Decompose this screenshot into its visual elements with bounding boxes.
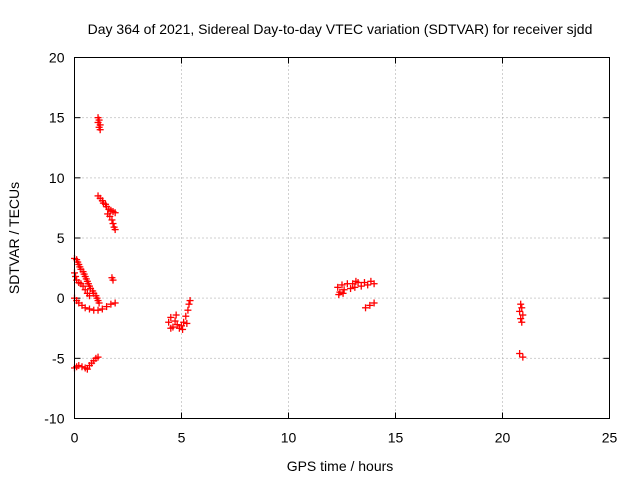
data-point (94, 353, 102, 361)
data-point (347, 285, 355, 293)
data-point (167, 324, 175, 332)
data-point (351, 283, 359, 291)
data-point (364, 281, 372, 289)
data-point (186, 297, 194, 305)
data-point (179, 325, 187, 333)
data-point (516, 307, 524, 315)
data-point (108, 216, 116, 224)
data-point (81, 304, 89, 312)
data-point (85, 292, 93, 300)
data-point (111, 226, 119, 234)
data-point (370, 299, 378, 307)
x-tick-label: 5 (178, 430, 186, 446)
data-point (370, 280, 378, 288)
data-point (78, 363, 86, 371)
y-tick-label: 15 (49, 110, 65, 126)
data-point (339, 289, 347, 297)
data-point (111, 209, 119, 217)
x-axis-label: GPS time / hours (287, 458, 394, 474)
data-point (171, 317, 179, 325)
data-point (72, 273, 80, 281)
data-point (98, 305, 106, 313)
data-point (109, 220, 117, 228)
y-tick-label: -5 (52, 350, 65, 366)
grid (74, 57, 610, 419)
data-point (517, 315, 525, 323)
y-tick-label: 0 (57, 290, 65, 306)
data-point (183, 319, 191, 327)
data-point (338, 281, 346, 289)
data-point (167, 313, 175, 321)
data-point (94, 306, 102, 314)
data-point (519, 353, 527, 361)
data-point (107, 300, 115, 308)
data-point (518, 304, 526, 312)
data-point (103, 303, 111, 311)
chart-title: Day 364 of 2021, Sidereal Day-to-day VTE… (88, 21, 593, 37)
data-point (185, 300, 193, 308)
data-point (335, 291, 343, 299)
y-tick-label: 5 (57, 230, 65, 246)
x-tick-label: 0 (71, 430, 79, 446)
data-point (109, 276, 117, 284)
data-point (517, 300, 525, 308)
data-point (518, 318, 526, 326)
data-point (111, 299, 119, 307)
data-point (340, 286, 348, 294)
data-point (184, 306, 192, 314)
data-point (178, 322, 185, 330)
data-point (182, 312, 190, 320)
x-tick-label: 10 (281, 430, 297, 446)
data-point (516, 350, 524, 358)
data-point (106, 212, 114, 220)
data-point (85, 305, 93, 313)
data-point (75, 362, 83, 370)
x-tick-label: 15 (388, 430, 404, 446)
data-point (357, 282, 365, 290)
data-point (79, 282, 87, 290)
data-point (362, 304, 370, 312)
plot-frame (74, 57, 610, 419)
data-point (165, 318, 173, 326)
y-axis-label: SDTVAR / TECUs (6, 182, 22, 294)
y-tick-label: -10 (44, 411, 64, 427)
data-point (172, 311, 180, 319)
data-point (180, 318, 188, 326)
data-point (519, 311, 527, 319)
data-point (96, 126, 104, 134)
data-point (95, 299, 103, 307)
data-point (173, 321, 181, 329)
data-point (352, 277, 360, 285)
tick-labels: 0 5 10 15 20 25 -10 -5 0 5 10 15 20 (44, 50, 617, 446)
data-point (366, 301, 374, 309)
data-point (83, 365, 91, 373)
data-point (334, 283, 342, 291)
x-tick-label: 25 (602, 430, 618, 446)
data-points (71, 114, 527, 373)
data-point (81, 286, 89, 294)
x-tick-label: 20 (495, 430, 511, 446)
y-tick-label: 20 (49, 50, 65, 66)
y-tick-label: 10 (49, 170, 65, 186)
